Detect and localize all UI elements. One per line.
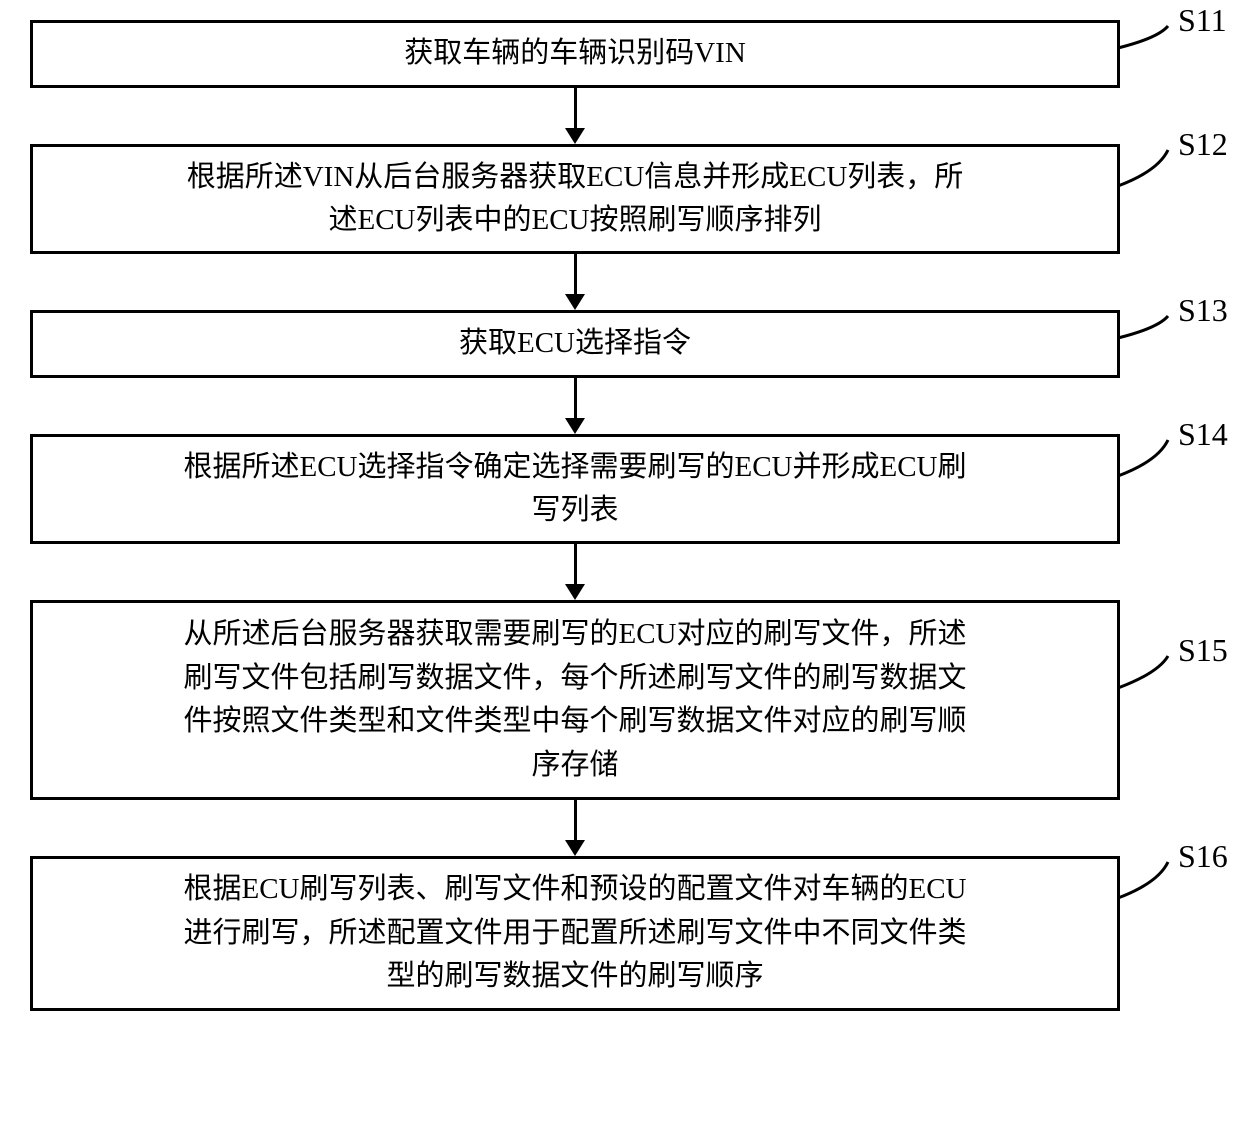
step-text-s11: 获取车辆的车辆识别码VIN (404, 32, 746, 76)
step-text-s16: 根据ECU刷写列表、刷写文件和预设的配置文件对车辆的ECU 进行刷写，所述配置文… (183, 868, 966, 999)
connector-s14 (1118, 476, 1188, 541)
arrow-1 (30, 88, 1120, 144)
step-label-s13: S13 (1178, 292, 1228, 329)
step-s12: 根据所述VIN从后台服务器获取ECU信息并形成ECU列表，所 述ECU列表中的E… (30, 144, 1170, 254)
connector-s11 (1118, 48, 1188, 103)
step-label-s15: S15 (1178, 632, 1228, 669)
step-s14: 根据所述ECU选择指令确定选择需要刷写的ECU并形成ECU刷 写列表 S14 (30, 434, 1170, 544)
step-box-s15: 从所述后台服务器获取需要刷写的ECU对应的刷写文件，所述 刷写文件包括刷写数据文… (30, 600, 1120, 800)
step-s16: 根据ECU刷写列表、刷写文件和预设的配置文件对车辆的ECU 进行刷写，所述配置文… (30, 856, 1170, 1011)
step-box-s16: 根据ECU刷写列表、刷写文件和预设的配置文件对车辆的ECU 进行刷写，所述配置文… (30, 856, 1120, 1011)
arrow-2 (30, 254, 1120, 310)
arrow-4 (30, 544, 1120, 600)
connector-s15 (1118, 688, 1188, 753)
step-label-s11: S11 (1178, 2, 1227, 39)
step-text-s12: 根据所述VIN从后台服务器获取ECU信息并形成ECU列表，所 述ECU列表中的E… (187, 156, 964, 243)
connector-s12 (1118, 186, 1188, 251)
step-box-s12: 根据所述VIN从后台服务器获取ECU信息并形成ECU列表，所 述ECU列表中的E… (30, 144, 1120, 254)
step-box-s14: 根据所述ECU选择指令确定选择需要刷写的ECU并形成ECU刷 写列表 (30, 434, 1120, 544)
step-text-s15: 从所述后台服务器获取需要刷写的ECU对应的刷写文件，所述 刷写文件包括刷写数据文… (183, 613, 966, 787)
step-s13: 获取ECU选择指令 S13 (30, 310, 1170, 378)
arrow-3 (30, 378, 1120, 434)
step-box-s13: 获取ECU选择指令 (30, 310, 1120, 378)
connector-s13 (1118, 338, 1188, 393)
step-label-s16: S16 (1178, 838, 1228, 875)
flowchart-container: 获取车辆的车辆识别码VIN S11 根据所述VIN从后台服务器获取ECU信息并形… (30, 20, 1170, 1011)
step-label-s12: S12 (1178, 126, 1228, 163)
step-label-s14: S14 (1178, 416, 1228, 453)
step-s11: 获取车辆的车辆识别码VIN S11 (30, 20, 1170, 88)
step-s15: 从所述后台服务器获取需要刷写的ECU对应的刷写文件，所述 刷写文件包括刷写数据文… (30, 600, 1170, 800)
arrow-5 (30, 800, 1120, 856)
connector-s16 (1118, 898, 1188, 963)
step-text-s13: 获取ECU选择指令 (459, 322, 691, 366)
step-box-s11: 获取车辆的车辆识别码VIN (30, 20, 1120, 88)
step-text-s14: 根据所述ECU选择指令确定选择需要刷写的ECU并形成ECU刷 写列表 (183, 446, 966, 533)
